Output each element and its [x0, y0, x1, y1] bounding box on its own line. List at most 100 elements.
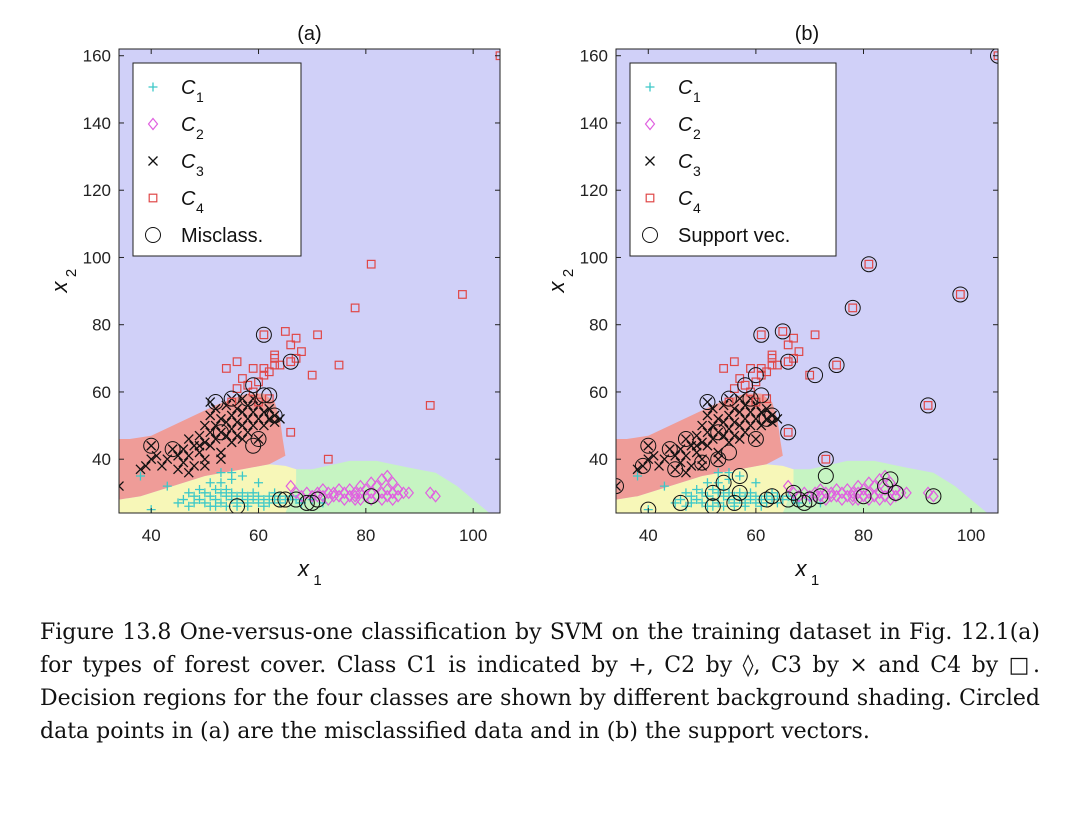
point-c1 — [708, 501, 718, 511]
point-c1 — [221, 484, 231, 494]
point-c1 — [751, 491, 761, 501]
y-tick-label: 100 — [580, 248, 608, 267]
point-c4 — [254, 377, 263, 387]
circled-point — [288, 491, 305, 508]
point-c3 — [670, 464, 681, 475]
circled-point — [758, 491, 775, 508]
point-c1 — [740, 501, 750, 511]
legend-label-sub: 3 — [693, 163, 701, 179]
point-c2 — [333, 489, 345, 503]
y-tick-label: 80 — [92, 316, 111, 335]
point-c3 — [210, 403, 221, 414]
legend-label-sub: 1 — [693, 89, 701, 105]
point-c1 — [275, 491, 285, 501]
legend-marker — [148, 156, 158, 166]
point-c1 — [194, 495, 204, 505]
point-c4 — [350, 303, 360, 313]
y-axis-label-group: x2 — [544, 269, 577, 294]
point-c4 — [264, 367, 274, 377]
point-c3 — [772, 413, 783, 424]
circled-point — [640, 501, 657, 513]
point-c3 — [135, 464, 146, 475]
y-tick-label: 40 — [92, 450, 111, 469]
point-c3 — [199, 460, 210, 471]
point-c3 — [183, 450, 194, 461]
circled-point — [780, 424, 797, 441]
point-c2 — [387, 493, 398, 506]
point-c4 — [248, 364, 258, 373]
circled-point — [277, 491, 294, 508]
point-c1 — [232, 501, 242, 511]
circled-point — [801, 491, 818, 508]
point-c3 — [178, 444, 189, 455]
region-c1 — [119, 464, 297, 513]
point-c3 — [205, 427, 216, 438]
circled-point — [882, 471, 899, 488]
point-c4 — [789, 333, 798, 343]
circled-point — [255, 387, 272, 404]
point-c2 — [382, 469, 393, 483]
circled-point — [780, 353, 797, 370]
legend-marker — [645, 156, 655, 166]
circled-point — [661, 441, 678, 458]
point-c3 — [691, 440, 702, 451]
circled-point — [753, 387, 770, 404]
legend-marker — [645, 82, 655, 92]
point-c2 — [387, 486, 398, 500]
circled-point — [715, 474, 732, 491]
circled-point — [920, 397, 937, 414]
legend-label-sub: 3 — [196, 163, 204, 179]
point-c3 — [632, 464, 643, 475]
x-tick-label: 80 — [356, 526, 375, 545]
point-c2 — [328, 486, 339, 500]
point-c3 — [253, 434, 264, 444]
point-c1 — [670, 498, 680, 508]
point-c4 — [291, 353, 301, 363]
point-c3 — [194, 430, 205, 441]
point-c3 — [237, 407, 248, 418]
point-c1 — [211, 501, 221, 511]
point-c1 — [227, 468, 237, 478]
circled-point — [704, 498, 721, 513]
point-c3 — [146, 454, 157, 465]
point-c3 — [199, 437, 210, 448]
circled-point — [887, 484, 904, 501]
point-c3 — [248, 420, 259, 431]
point-c1 — [237, 471, 247, 481]
point-c1 — [173, 498, 183, 508]
point-c2 — [793, 489, 805, 503]
point-c2 — [365, 486, 377, 500]
circled-point — [774, 323, 791, 340]
circled-point — [616, 478, 624, 495]
y-tick-label: 120 — [580, 181, 608, 200]
point-c4 — [751, 397, 761, 407]
data-points — [616, 49, 998, 513]
point-c2 — [285, 479, 296, 493]
y-axis-label: x — [47, 281, 72, 294]
point-c4 — [286, 427, 296, 437]
point-c3 — [654, 460, 665, 471]
circled-point — [807, 367, 824, 384]
point-c2 — [852, 486, 864, 500]
point-c2 — [339, 493, 350, 506]
legend-label: C — [678, 77, 693, 99]
point-c1 — [264, 498, 274, 508]
point-c4 — [729, 357, 739, 367]
point-c2 — [831, 483, 842, 496]
point-c3 — [756, 420, 767, 431]
x-tick-label: 60 — [249, 526, 268, 545]
circled-point — [298, 494, 315, 511]
point-c2 — [296, 489, 307, 503]
point-c3 — [745, 407, 756, 418]
point-c4 — [794, 347, 804, 357]
circled-point — [817, 468, 834, 485]
circled-point — [764, 407, 781, 424]
circled-point — [990, 49, 998, 64]
point-c2 — [349, 489, 361, 503]
circled-point — [925, 488, 942, 505]
point-c3 — [637, 460, 648, 471]
point-c1 — [254, 478, 264, 488]
point-c1 — [205, 491, 215, 501]
